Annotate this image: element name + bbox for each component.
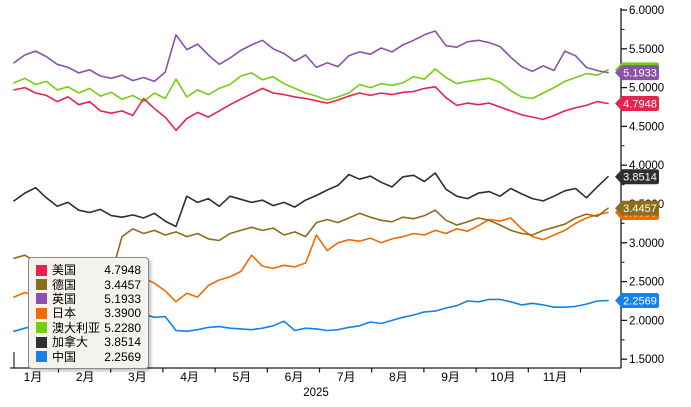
y-tick-label: 5.5000 (629, 44, 664, 56)
legend-swatch-icon (36, 264, 47, 276)
series-line-us (13, 86, 609, 132)
legend-series-name: 美国 (52, 263, 77, 278)
legend-swatch-icon (36, 279, 47, 291)
legend-series-value: 5.2280 (104, 320, 141, 335)
price-tag-cn (615, 292, 659, 308)
price-tag-value-de: 3.4457 (623, 203, 657, 215)
price-tag-ca (615, 169, 659, 185)
x-tick-label: 7月 (337, 370, 356, 384)
x-tick-label: 2月 (76, 370, 95, 384)
price-tag-de (615, 200, 659, 216)
legend-series-name: 中国 (52, 349, 77, 364)
legend-row-uk[interactable]: 英国 5.1933 (36, 292, 141, 306)
y-tick-label: 5.0000 (629, 83, 664, 95)
legend-series-name: 日本 (52, 306, 77, 321)
legend-swatch-icon (36, 307, 47, 319)
x-tick-label: 5月 (232, 370, 251, 384)
legend-row-us[interactable]: 美国 4.7948 (36, 263, 141, 277)
x-tick-label: 4月 (180, 370, 199, 384)
x-tick-label: 10月 (490, 370, 515, 384)
legend-swatch-icon (36, 351, 47, 363)
legend-series-value: 3.3900 (104, 306, 141, 321)
price-tag-us (615, 96, 659, 112)
legend-series-value: 2.2569 (104, 349, 141, 364)
y-tick-label: 4.0000 (629, 160, 664, 172)
legend-row-jp[interactable]: 日本 3.3900 (36, 306, 141, 320)
legend-swatch-icon (36, 336, 47, 348)
x-tick-label: 1月 (24, 370, 43, 384)
series-line-au (13, 68, 609, 103)
legend-series-name: 德国 (52, 277, 77, 292)
legend-row-cn[interactable]: 中国 2.2569 (36, 349, 141, 364)
legend-series-value: 3.8514 (104, 335, 141, 350)
legend-swatch-icon (36, 293, 47, 305)
legend-series-value: 5.1933 (104, 291, 141, 306)
legend-row-au[interactable]: 澳大利亚 5.2280 (36, 321, 141, 335)
price-tag-value-us: 4.7948 (623, 98, 657, 110)
x-tick-label: 6月 (285, 370, 304, 384)
y-tick-label: 4.5000 (629, 121, 664, 133)
price-tag-uk (615, 65, 659, 81)
y-tick-label: 3.0000 (629, 238, 664, 250)
price-tag-value-cn: 2.2569 (623, 295, 657, 307)
x-tick-label: 11月 (543, 370, 567, 384)
legend-row-ca[interactable]: 加拿大 3.8514 (36, 335, 141, 349)
legend[interactable]: 美国 4.7948 德国 3.4457 英国 5.1933 日本 3.3900 澳大利亚 5.22… (28, 257, 149, 369)
series-line-uk (13, 30, 609, 83)
legend-series-value: 4.7948 (104, 263, 141, 278)
series-line-ca (13, 172, 609, 228)
price-tag-value-ca: 3.8514 (623, 172, 657, 184)
legend-series-value: 3.4457 (104, 277, 141, 292)
x-tick-label: 9月 (441, 370, 460, 384)
legend-series-name: 加拿大 (52, 335, 89, 350)
x-tick-label: 8月 (389, 370, 408, 384)
y-tick-label: 1.5000 (629, 354, 664, 366)
legend-series-name: 澳大利亚 (52, 320, 101, 335)
legend-series-name: 英国 (52, 291, 77, 306)
y-tick-label: 2.5000 (629, 277, 664, 289)
x-tick-label: 3月 (128, 370, 147, 384)
legend-row-de[interactable]: 德国 3.4457 (36, 277, 141, 292)
y-tick-label: 2.0000 (629, 315, 664, 327)
y-tick-label: 6.0000 (629, 5, 664, 17)
year-label: 2025 (303, 387, 329, 399)
legend-swatch-icon (36, 322, 47, 334)
price-tag-value-uk: 5.1933 (623, 67, 657, 79)
